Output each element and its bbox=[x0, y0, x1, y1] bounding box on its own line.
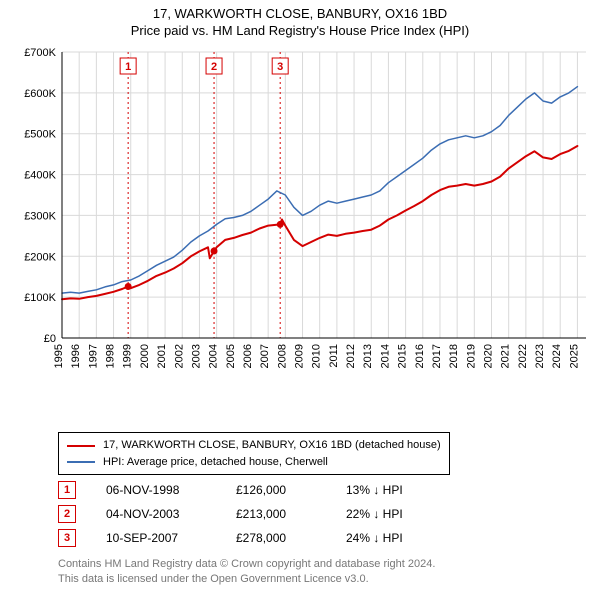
svg-text:3: 3 bbox=[277, 61, 283, 73]
svg-text:2022: 2022 bbox=[517, 344, 529, 368]
svg-text:2003: 2003 bbox=[190, 344, 202, 368]
svg-text:2000: 2000 bbox=[139, 344, 151, 368]
svg-text:2016: 2016 bbox=[414, 344, 426, 368]
sale-marker-pct: 24% ↓ HPI bbox=[346, 531, 403, 545]
svg-text:2024: 2024 bbox=[551, 344, 563, 368]
svg-text:2020: 2020 bbox=[483, 344, 495, 368]
legend-label: HPI: Average price, detached house, Cher… bbox=[103, 454, 328, 471]
chart-area: 1995 1996 1997 1998 1999 2000 2001 2002 2003 2004… bbox=[8, 44, 592, 429]
sale-marker-pct: 13% ↓ HPI bbox=[346, 483, 403, 497]
svg-text:1996: 1996 bbox=[70, 344, 82, 368]
sale-marker-price: £278,000 bbox=[236, 531, 316, 545]
svg-text:2021: 2021 bbox=[500, 344, 512, 368]
svg-text:£500K: £500K bbox=[24, 129, 56, 141]
svg-text:2006: 2006 bbox=[242, 344, 254, 368]
svg-text:2018: 2018 bbox=[448, 344, 460, 368]
svg-text:£300K: £300K bbox=[24, 210, 56, 222]
footer-line-2: This data is licensed under the Open Gov… bbox=[58, 572, 592, 586]
svg-text:2011: 2011 bbox=[328, 344, 340, 368]
svg-text:£700K: £700K bbox=[24, 47, 56, 59]
sale-marker-price: £213,000 bbox=[236, 507, 316, 521]
sale-marker-number: 3 bbox=[58, 529, 76, 547]
svg-text:2023: 2023 bbox=[534, 344, 546, 368]
line-chart-svg: 1995 1996 1997 1998 1999 2000 2001 2002 2003 2004… bbox=[8, 44, 592, 384]
svg-text:£600K: £600K bbox=[24, 88, 56, 100]
svg-text:£200K: £200K bbox=[24, 251, 56, 263]
legend-swatch bbox=[67, 461, 95, 463]
svg-text:1995: 1995 bbox=[53, 344, 65, 368]
sale-marker-date: 10-SEP-2007 bbox=[106, 531, 206, 545]
footer: Contains HM Land Registry data © Crown c… bbox=[58, 557, 592, 586]
legend-label: 17, WARKWORTH CLOSE, BANBURY, OX16 1BD (… bbox=[103, 437, 441, 454]
sale-marker-number: 2 bbox=[58, 505, 76, 523]
legend: 17, WARKWORTH CLOSE, BANBURY, OX16 1BD (… bbox=[58, 432, 450, 475]
svg-text:2007: 2007 bbox=[259, 344, 271, 368]
svg-text:1997: 1997 bbox=[87, 344, 99, 368]
svg-text:1999: 1999 bbox=[122, 344, 134, 368]
svg-text:£0: £0 bbox=[44, 333, 56, 345]
svg-text:2008: 2008 bbox=[276, 344, 288, 368]
chart-subtitle: Price paid vs. HM Land Registry's House … bbox=[8, 23, 592, 38]
sale-marker-row: 1 06-NOV-1998 £126,000 13% ↓ HPI bbox=[58, 481, 592, 499]
chart-title: 17, WARKWORTH CLOSE, BANBURY, OX16 1BD bbox=[8, 6, 592, 23]
legend-row: 17, WARKWORTH CLOSE, BANBURY, OX16 1BD (… bbox=[67, 437, 441, 454]
sale-marker-table: 1 06-NOV-1998 £126,000 13% ↓ HPI 2 04-NOV-200… bbox=[58, 481, 592, 553]
sale-marker-price: £126,000 bbox=[236, 483, 316, 497]
svg-text:2013: 2013 bbox=[362, 344, 374, 368]
sale-marker-number: 1 bbox=[58, 481, 76, 499]
svg-text:2: 2 bbox=[211, 61, 217, 73]
sale-marker-date: 06-NOV-1998 bbox=[106, 483, 206, 497]
legend-swatch bbox=[67, 445, 95, 447]
svg-text:2002: 2002 bbox=[173, 344, 185, 368]
svg-text:2005: 2005 bbox=[225, 344, 237, 368]
svg-text:2025: 2025 bbox=[568, 344, 580, 368]
svg-text:2001: 2001 bbox=[156, 344, 168, 368]
svg-text:2014: 2014 bbox=[379, 344, 391, 368]
svg-text:1998: 1998 bbox=[105, 344, 117, 368]
root: 17, WARKWORTH CLOSE, BANBURY, OX16 1BD P… bbox=[0, 0, 600, 590]
svg-text:£100K: £100K bbox=[24, 292, 56, 304]
sale-marker-date: 04-NOV-2003 bbox=[106, 507, 206, 521]
svg-text:2004: 2004 bbox=[208, 344, 220, 368]
sale-marker-row: 3 10-SEP-2007 £278,000 24% ↓ HPI bbox=[58, 529, 592, 547]
svg-text:2012: 2012 bbox=[345, 344, 357, 368]
sale-marker-row: 2 04-NOV-2003 £213,000 22% ↓ HPI bbox=[58, 505, 592, 523]
svg-text:2015: 2015 bbox=[397, 344, 409, 368]
sale-marker-pct: 22% ↓ HPI bbox=[346, 507, 403, 521]
svg-text:£400K: £400K bbox=[24, 169, 56, 181]
svg-text:1: 1 bbox=[125, 61, 131, 73]
legend-row: HPI: Average price, detached house, Cher… bbox=[67, 454, 441, 471]
svg-text:2019: 2019 bbox=[465, 344, 477, 368]
svg-text:2009: 2009 bbox=[294, 344, 306, 368]
svg-text:2010: 2010 bbox=[311, 344, 323, 368]
svg-text:2017: 2017 bbox=[431, 344, 443, 368]
footer-line-1: Contains HM Land Registry data © Crown c… bbox=[58, 557, 592, 571]
